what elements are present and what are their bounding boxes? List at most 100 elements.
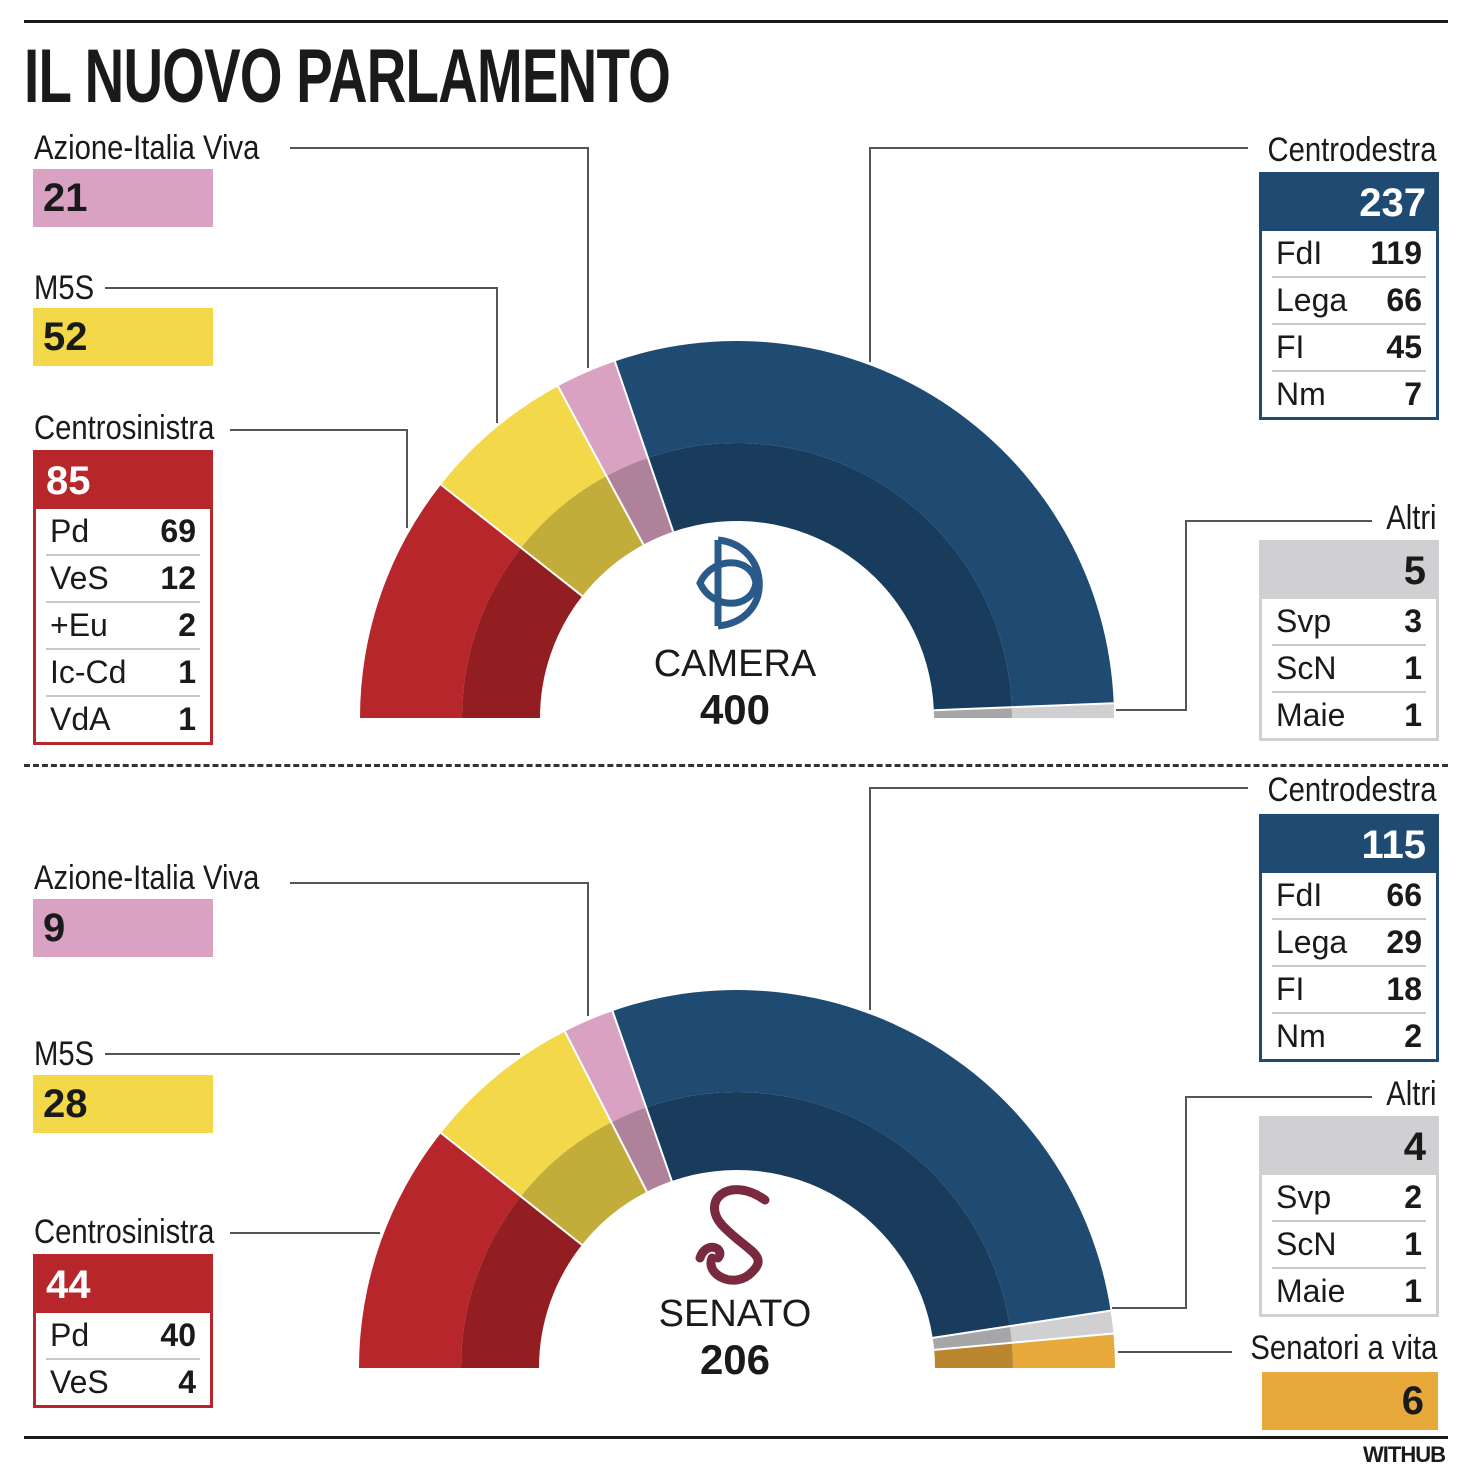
senato-altri-arc	[1009, 1310, 1114, 1343]
senato-centrosinistra-arc-inner	[461, 1196, 582, 1368]
table-row: FdI 119	[1272, 231, 1426, 278]
senato-senatori-arc	[1011, 1333, 1115, 1368]
brand-logo: WITHUB	[1363, 1442, 1446, 1467]
senato-altri-leader-line	[1112, 1096, 1372, 1309]
party-seats: 1	[1404, 650, 1422, 686]
party-seats: 3	[1404, 603, 1422, 639]
party-seats: 12	[160, 560, 196, 596]
senato-azione-arc-inner	[611, 1107, 672, 1192]
party-name: FdI	[1276, 877, 1323, 913]
party-seats: 119	[1370, 235, 1422, 271]
table-row: Ic-Cd 1	[46, 650, 200, 697]
senato-altri-total: 4	[1262, 1119, 1436, 1175]
camera-azione-leader-line	[290, 147, 589, 368]
party-seats: 66	[1386, 877, 1422, 913]
party-name: Nm	[1276, 1018, 1326, 1054]
party-seats: 2	[178, 607, 196, 643]
senato-centrosinistra-total: 44	[36, 1257, 210, 1313]
senato-senatori-value: 6	[1262, 1372, 1438, 1430]
party-name: Pd	[50, 1317, 90, 1353]
camera-m5s-arc	[440, 386, 607, 548]
camera-centrodestra-leader-line	[869, 147, 1248, 362]
camera-separator	[933, 702, 1114, 712]
camera-centrodestra-total: 237	[1262, 175, 1436, 231]
party-seats: 7	[1404, 376, 1422, 412]
party-name: Nm	[1276, 376, 1326, 412]
table-row: Nm 7	[1272, 372, 1426, 417]
camera-centrodestra-label: Centrodestra	[1267, 131, 1437, 169]
party-seats: 45	[1386, 329, 1422, 365]
senato-centrosinistra-label: Centrosinistra	[34, 1213, 215, 1251]
camera-centrodestra-arc	[614, 341, 1114, 708]
table-row: Maie 1	[1272, 693, 1426, 738]
table-row: Lega 29	[1272, 920, 1426, 967]
party-name: Svp	[1276, 603, 1332, 639]
table-row: Pd 40	[46, 1313, 200, 1360]
senato-centrodestra-label: Centrodestra	[1267, 771, 1437, 809]
senato-azione-arc	[564, 1011, 647, 1123]
camera-azione-value: 21	[33, 169, 213, 227]
senato-m5s-value: 28	[33, 1075, 213, 1133]
section-divider	[24, 764, 1448, 767]
table-row: FdI 66	[1272, 873, 1426, 920]
senato-azione-value: 9	[33, 899, 213, 957]
senato-azione-leader-line	[290, 882, 589, 1016]
senato-emblem-icon	[695, 1185, 770, 1285]
senato-centrodestra-total: 115	[1262, 817, 1436, 873]
table-row: Pd 69	[46, 509, 200, 556]
camera-m5s-label: M5S	[34, 269, 95, 307]
party-seats: 29	[1386, 924, 1422, 960]
party-name: Lega	[1276, 924, 1348, 960]
top-rule	[24, 20, 1448, 23]
camera-chamber-label: CAMERA	[653, 643, 817, 685]
camera-centrosinistra-arc-inner	[462, 547, 583, 718]
senato-separator	[563, 1031, 648, 1193]
table-row: VeS 4	[46, 1360, 200, 1405]
party-seats: 40	[160, 1317, 196, 1353]
camera-centrosinistra-arc	[360, 484, 522, 718]
camera-m5s-arc-inner	[521, 475, 644, 597]
party-name: FI	[1276, 329, 1305, 365]
camera-centrosinistra-label: Centrosinistra	[34, 409, 215, 447]
camera-separator	[557, 385, 645, 546]
senato-altri-label: Altri	[1386, 1075, 1437, 1113]
camera-separator	[440, 483, 583, 597]
table-row: +Eu 2	[46, 603, 200, 650]
senato-m5s-arc	[440, 1031, 612, 1197]
camera-azione-arc	[557, 361, 648, 476]
camera-azione-arc-inner	[606, 457, 674, 545]
senato-centrodestra-table: 115 FdI 66 Lega 29 FI 18 Nm 2	[1259, 814, 1439, 1062]
table-row: Maie 1	[1272, 1269, 1426, 1314]
senato-separator	[934, 1332, 1114, 1351]
camera-centrodestra-arc-inner	[647, 443, 1012, 711]
camera-separator	[613, 361, 675, 532]
camera-m5s-value: 52	[33, 308, 213, 366]
table-row: FI 18	[1272, 967, 1426, 1014]
camera-centrosinistra-table: 85 Pd 69 VeS 12 +Eu 2 Ic-Cd 1 VdA 1	[33, 450, 213, 745]
senato-azione-label: Azione-Italia Viva	[34, 859, 260, 897]
party-name: FdI	[1276, 235, 1323, 271]
senato-senatori-label: Senatori a vita	[1250, 1329, 1437, 1367]
table-row: VdA 1	[46, 697, 200, 742]
camera-centrosinistra-total: 85	[36, 453, 210, 509]
party-name: Maie	[1276, 697, 1346, 733]
camera-emblem-icon	[696, 536, 763, 630]
party-name: Maie	[1276, 1273, 1346, 1309]
camera-altri-total: 5	[1262, 543, 1436, 599]
table-row: ScN 1	[1272, 646, 1426, 693]
party-name: ScN	[1276, 1226, 1337, 1262]
party-name: VdA	[50, 701, 111, 737]
party-name: ScN	[1276, 650, 1337, 686]
senato-centrodestra-leader-line	[869, 787, 1248, 1010]
party-name: Ic-Cd	[50, 654, 127, 690]
party-name: Lega	[1276, 282, 1348, 318]
senato-centrosinistra-table: 44 Pd 40 VeS 4	[33, 1254, 213, 1408]
party-seats: 1	[1404, 1226, 1422, 1262]
senato-centrosinistra-arc	[359, 1132, 521, 1368]
party-name: +Eu	[50, 607, 108, 643]
table-row: Svp 2	[1272, 1175, 1426, 1222]
party-seats: 1	[178, 701, 196, 737]
party-name: VeS	[50, 1364, 109, 1400]
party-seats: 2	[1404, 1179, 1422, 1215]
